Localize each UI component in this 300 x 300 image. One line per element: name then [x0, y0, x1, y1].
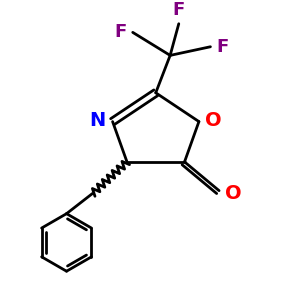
Text: N: N — [89, 111, 105, 130]
Text: O: O — [205, 111, 222, 130]
Text: F: F — [115, 23, 127, 41]
Text: F: F — [173, 2, 185, 20]
Text: O: O — [225, 184, 242, 203]
Text: F: F — [216, 38, 228, 56]
